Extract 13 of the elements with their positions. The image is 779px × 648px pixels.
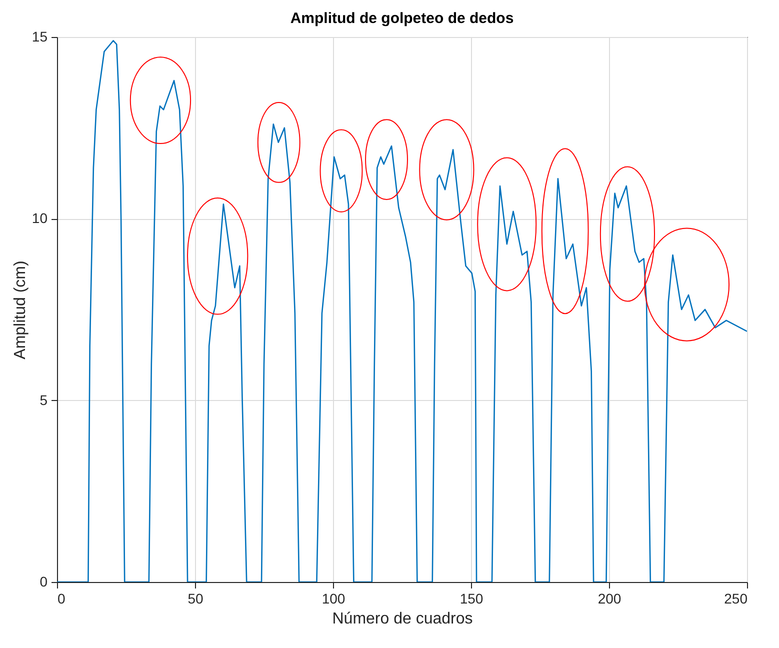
x-tick-label: 250 <box>724 590 748 606</box>
x-tick-label: 100 <box>322 590 346 606</box>
x-tick-label: 200 <box>598 590 622 606</box>
y-axis-title: Amplitud (cm) <box>12 260 29 360</box>
x-tick-label: 0 <box>58 590 66 606</box>
chart-title: Amplitud de golpeteo de dedos <box>290 10 514 27</box>
x-tick-label: 50 <box>188 590 204 606</box>
y-tick-label: 15 <box>32 28 48 44</box>
y-tick-label: 0 <box>40 574 48 590</box>
y-tick-label: 5 <box>40 392 48 408</box>
y-tick-label: 10 <box>32 210 48 226</box>
x-axis-title: Número de cuadros <box>332 610 473 628</box>
x-tick-label: 150 <box>460 590 484 606</box>
